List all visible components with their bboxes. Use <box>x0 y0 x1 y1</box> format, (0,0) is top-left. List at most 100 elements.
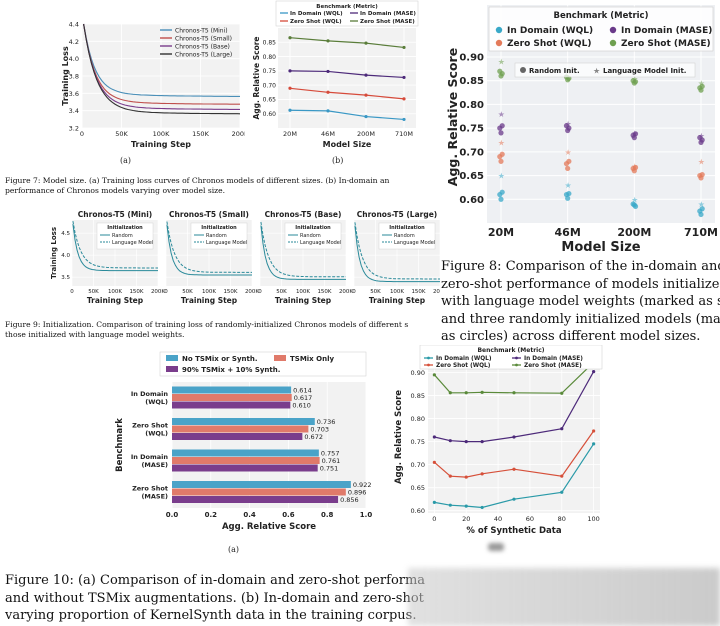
x-tick-label: 710M <box>395 130 413 138</box>
legend-title: Initialization <box>201 225 237 231</box>
x-tick-label: 0 <box>432 515 436 523</box>
fig10-tsmix-bar-chart: 0.0 0.2 0.4 0.6 0.8 1.0In Domain(WQL)0.6140.6… <box>115 351 372 532</box>
x-tick-label: 0 <box>70 289 74 295</box>
y-axis-label: Training Loss <box>50 227 58 279</box>
random-init-point <box>498 196 504 202</box>
random-init-point <box>499 123 505 129</box>
x-tick-label: 1.0 <box>360 511 372 519</box>
fig8-initialization-scatter: 0.60 0.65 0.70 0.75 0.80 0.85 0.90 20M 46M 200M 71… <box>445 5 718 253</box>
y-tick-label: 0.70 <box>459 147 484 158</box>
data-point <box>326 69 330 74</box>
data-point <box>512 435 516 439</box>
random-init-point <box>565 195 571 201</box>
lm-init-star: ★ <box>631 162 638 171</box>
data-point <box>480 390 484 394</box>
legend-box <box>488 6 714 52</box>
lm-init-star: ★ <box>698 131 705 140</box>
fig8-caption-line5: as circles) across different model sizes… <box>441 329 701 344</box>
y-tick-label: 0.85 <box>459 76 484 87</box>
x-tick-label: 46M <box>555 226 581 239</box>
data-point <box>432 500 436 505</box>
legend-title: Benchmark (Metric) <box>554 11 649 21</box>
legend-entry: In Domain (MASE) <box>360 11 416 17</box>
fig10-sub-b-smudge <box>488 543 504 551</box>
legend-box <box>275 0 419 27</box>
x-tick-label: 20 <box>462 515 470 523</box>
x-tick-label: 50K <box>182 289 193 295</box>
y-tick-label: 0.75 <box>263 68 277 75</box>
y-tick-label: 4.5 <box>61 231 70 237</box>
data-point <box>288 36 292 40</box>
y-tick-label: 4.0 <box>69 55 79 63</box>
random-init-point <box>699 206 705 212</box>
x-tick-label: 100K <box>296 289 310 295</box>
x-tick-label: 46M <box>321 130 335 138</box>
x-tick-label: 150K <box>223 289 237 295</box>
random-init-point <box>699 172 705 178</box>
marker-legend-lm: Language Model Init. <box>603 67 686 75</box>
data-point <box>480 440 484 444</box>
lm-init-star: ★ <box>564 119 571 128</box>
legend-entry: TSMix Only <box>290 355 334 363</box>
y-tick-label: 0.85 <box>263 40 277 47</box>
data-point <box>592 429 596 433</box>
legend-entry: Random <box>394 233 415 239</box>
legend-marker <box>427 363 430 367</box>
x-axis-label: Training Step <box>369 296 426 305</box>
legend-entry: No TSMix or Synth. <box>182 355 258 363</box>
y-tick-label: 4.2 <box>69 38 79 46</box>
legend-entry: In Domain (WQL) <box>290 11 343 17</box>
lm-init-star: ★ <box>564 148 571 157</box>
bar-value-label: 0.761 <box>322 457 341 465</box>
marker-legend-star: ★ <box>593 67 600 76</box>
x-axis-label: Training Step <box>131 140 191 149</box>
legend-entry: Zero Shot (WQL) <box>436 363 491 369</box>
data-point <box>560 427 564 431</box>
fig10-caption-line3: varying proportion of KernelSynth data i… <box>5 608 417 623</box>
data-point <box>560 391 564 395</box>
legend-entry: Chronos-T5 (Mini) <box>175 27 228 34</box>
panel-title: Chronos-T5 (Mini) <box>78 210 152 219</box>
series-line-0 <box>354 225 440 283</box>
y-tick-label: 0.65 <box>411 484 425 492</box>
bar <box>172 386 292 394</box>
x-tick-label: 0.4 <box>243 511 256 519</box>
legend-entry: Random <box>206 233 227 239</box>
data-point <box>326 109 330 113</box>
plot-area <box>278 28 416 128</box>
category-label: (MASE) <box>141 461 168 469</box>
legend-entry: Zero Shot (WQL) <box>290 19 342 25</box>
bar-value-label: 0.922 <box>353 481 372 489</box>
bar <box>172 401 291 409</box>
data-point <box>402 75 406 80</box>
fig8-caption-line4: and three randomly initialized models (m… <box>441 311 720 327</box>
series-line-3 <box>289 37 405 49</box>
legend-entry: Zero Shot (MASE) <box>360 19 415 25</box>
data-point <box>464 504 468 508</box>
x-tick-label: 710M <box>684 226 718 239</box>
y-axis-label: Agg. Relative Score <box>252 36 261 119</box>
bar <box>172 488 346 496</box>
legend-entry: In Domain (WQL) <box>436 356 492 362</box>
lm-init-star: ★ <box>498 172 505 181</box>
random-init-point <box>698 211 704 218</box>
y-tick-label: 3.2 <box>69 125 79 133</box>
lm-init-star: ★ <box>698 157 705 166</box>
y-tick-label: 0.80 <box>263 54 277 61</box>
bar-value-label: 0.617 <box>294 394 313 402</box>
x-axis-label: Training Step <box>87 296 144 305</box>
lm-init-star: ★ <box>631 74 638 83</box>
x-tick-label: 20M <box>283 130 297 138</box>
fig7-caption-line2: performance of Chronos models varying ov… <box>5 186 226 195</box>
x-tick-label: 0 <box>258 289 262 295</box>
bar <box>172 425 309 433</box>
x-tick-label: 0.2 <box>205 511 218 519</box>
legend-entry: Language Model <box>300 240 341 246</box>
x-tick-label: 150K <box>317 289 331 295</box>
fig8-caption-line1: Figure 8: Comparison of the in-domain an… <box>441 259 720 274</box>
series-line-0 <box>83 23 240 97</box>
bar <box>172 457 320 464</box>
random-init-point <box>566 125 572 131</box>
fig9-caption-line2: those initialized with language model we… <box>5 330 185 339</box>
x-tick-label: 100K <box>153 130 170 138</box>
